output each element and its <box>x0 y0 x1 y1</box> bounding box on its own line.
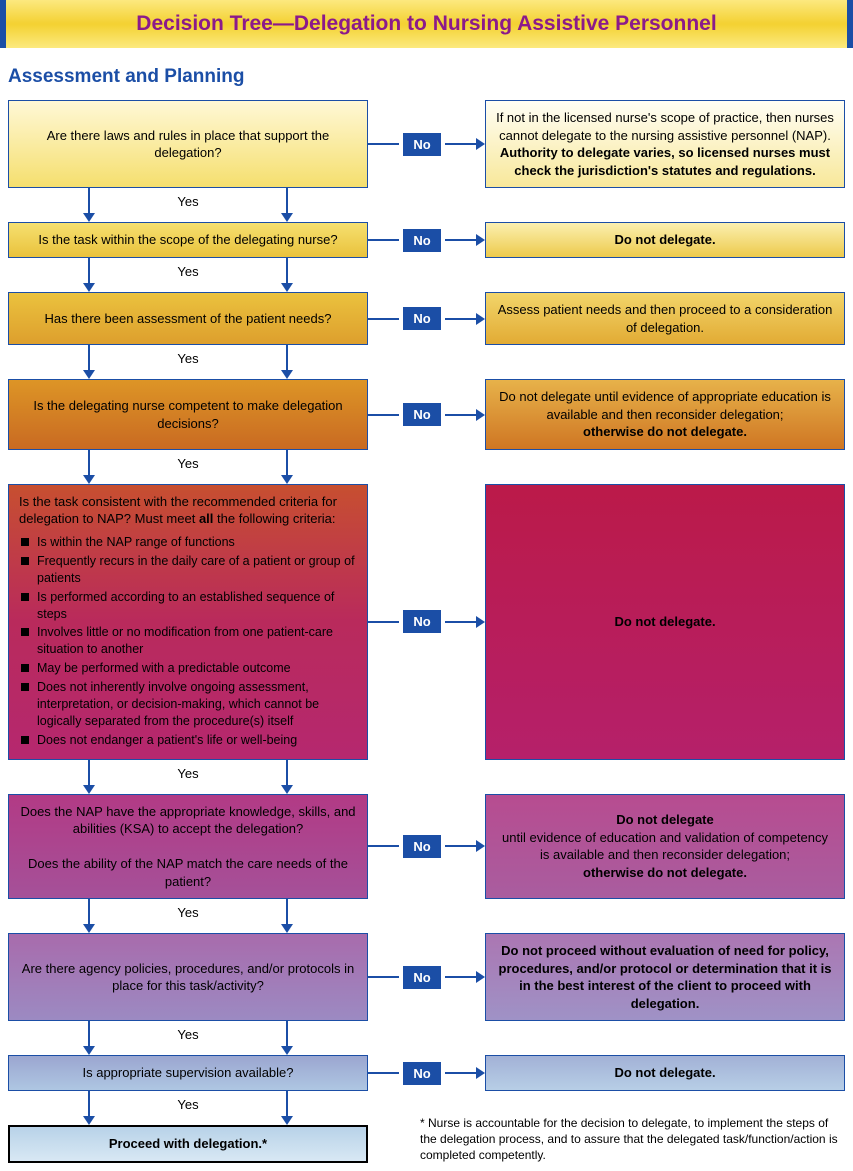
connector-horizontal: No <box>368 222 485 258</box>
arrow-right-icon <box>476 234 485 246</box>
arrow-right-icon <box>476 1067 485 1079</box>
yes-label: Yes <box>177 1027 198 1042</box>
arrow-right-icon <box>476 138 485 150</box>
criteria-item: Frequently recurs in the daily care of a… <box>19 553 357 587</box>
yes-label: Yes <box>177 1097 198 1112</box>
yes-label: Yes <box>177 766 198 781</box>
criteria-item: Involves little or no modification from … <box>19 624 357 658</box>
no-label: No <box>403 835 440 858</box>
yes-label: Yes <box>177 264 198 279</box>
yes-label: Yes <box>177 905 198 920</box>
criteria-item: Is within the NAP range of functions <box>19 534 357 551</box>
connector-horizontal: No <box>368 484 485 760</box>
arrow-right-icon <box>476 971 485 983</box>
result-box: Do not delegate. <box>485 484 845 760</box>
decision-row: Is the delegating nurse competent to mak… <box>8 379 845 450</box>
question-box: Are there agency policies, procedures, a… <box>8 933 368 1021</box>
connector-vertical: Yes <box>8 1021 368 1055</box>
connector-horizontal: No <box>368 379 485 450</box>
question-box: Is the task consistent with the recommen… <box>8 484 368 760</box>
connector-horizontal: No <box>368 794 485 900</box>
arrow-right-icon <box>476 409 485 421</box>
result-box: Do not delegate until evidence of approp… <box>485 379 845 450</box>
decision-row: Has there been assessment of the patient… <box>8 292 845 345</box>
question-box: Is the delegating nurse competent to mak… <box>8 379 368 450</box>
yes-label: Yes <box>177 456 198 471</box>
page-title: Decision Tree—Delegation to Nursing Assi… <box>6 12 847 36</box>
connector-vertical: Yes <box>8 345 368 379</box>
decision-row: Is the task consistent with the recommen… <box>8 484 845 760</box>
criteria-list: Is within the NAP range of functions Freq… <box>19 532 357 751</box>
decision-row: Is appropriate supervision available? No D… <box>8 1055 845 1091</box>
connector-vertical: Yes <box>8 1091 368 1125</box>
decision-row: Are there agency policies, procedures, a… <box>8 933 845 1021</box>
criteria-item: May be performed with a predictable outc… <box>19 660 357 677</box>
connector-horizontal: No <box>368 100 485 188</box>
no-label: No <box>403 229 440 252</box>
section-title: Assessment and Planning <box>8 66 853 88</box>
criteria-item: Does not inherently involve ongoing asse… <box>19 679 357 730</box>
flowchart: Are there laws and rules in place that s… <box>0 100 853 1171</box>
no-label: No <box>403 133 440 156</box>
arrow-right-icon <box>476 840 485 852</box>
no-label: No <box>403 403 440 426</box>
connector-horizontal: No <box>368 933 485 1021</box>
connector-horizontal: No <box>368 292 485 345</box>
question-box: Is the task within the scope of the dele… <box>8 222 368 258</box>
header-bar: Decision Tree—Delegation to Nursing Assi… <box>0 0 853 48</box>
connector-vertical: Yes <box>8 450 368 484</box>
criteria-item: Does not endanger a patient's life or we… <box>19 732 357 749</box>
result-box: Assess patient needs and then proceed to… <box>485 292 845 345</box>
result-box: Do not delegate until evidence of educat… <box>485 794 845 900</box>
no-label: No <box>403 610 440 633</box>
yes-label: Yes <box>177 194 198 209</box>
yes-label: Yes <box>177 351 198 366</box>
result-box: Do not delegate. <box>485 222 845 258</box>
connector-vertical: Yes <box>8 899 368 933</box>
arrow-right-icon <box>476 616 485 628</box>
decision-row: Are there laws and rules in place that s… <box>8 100 845 188</box>
question-box: Are there laws and rules in place that s… <box>8 100 368 188</box>
question-box: Has there been assessment of the patient… <box>8 292 368 345</box>
question-box: Does the NAP have the appropriate knowle… <box>8 794 368 900</box>
result-box: Do not proceed without evaluation of nee… <box>485 933 845 1021</box>
question-box: Is appropriate supervision available? <box>8 1055 368 1091</box>
arrow-right-icon <box>476 313 485 325</box>
no-label: No <box>403 307 440 330</box>
result-box: If not in the licensed nurse's scope of … <box>485 100 845 188</box>
connector-vertical: Yes <box>8 188 368 222</box>
final-row: Proceed with delegation.* <box>8 1125 845 1163</box>
no-label: No <box>403 1062 440 1085</box>
connector-vertical: Yes <box>8 760 368 794</box>
no-label: No <box>403 966 440 989</box>
question-text: Is the task consistent with the recommen… <box>19 493 357 528</box>
connector-horizontal: No <box>368 1055 485 1091</box>
criteria-item: Is performed according to an established… <box>19 589 357 623</box>
decision-row: Does the NAP have the appropriate knowle… <box>8 794 845 900</box>
connector-vertical: Yes <box>8 258 368 292</box>
result-box: Do not delegate. <box>485 1055 845 1091</box>
final-box: Proceed with delegation.* <box>8 1125 368 1163</box>
decision-row: Is the task within the scope of the dele… <box>8 222 845 258</box>
